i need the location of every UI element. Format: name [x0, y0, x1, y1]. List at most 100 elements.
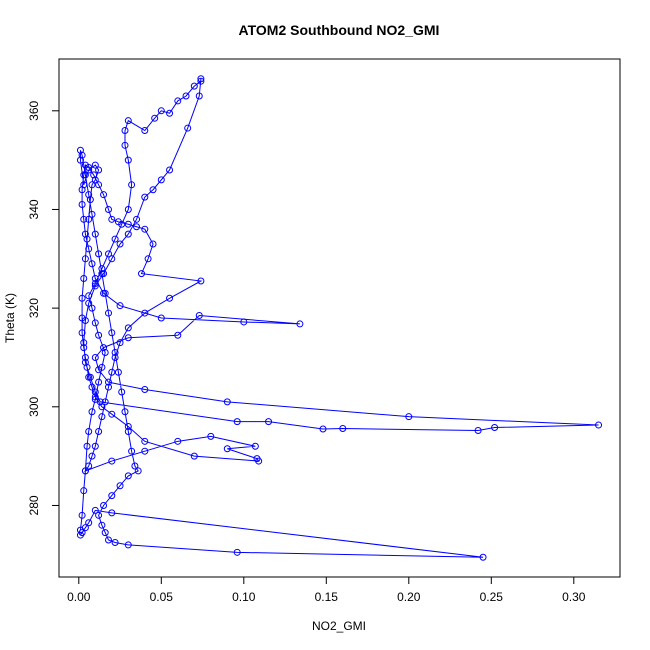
- x-tick-label: 0.05: [150, 590, 174, 604]
- data-point: [141, 309, 149, 317]
- data-point: [88, 383, 96, 391]
- data-point: [124, 334, 132, 342]
- data-point: [255, 457, 263, 465]
- data-point: [85, 166, 93, 174]
- x-tick-label: 0.00: [67, 590, 91, 604]
- data-point: [166, 109, 174, 117]
- data-point: [141, 386, 149, 394]
- data-point: [81, 353, 89, 361]
- data-point: [80, 339, 88, 347]
- data-point: [90, 171, 98, 179]
- data-point: [76, 531, 84, 539]
- data-point: [100, 501, 108, 509]
- data-point: [100, 191, 108, 199]
- data-point: [98, 403, 106, 411]
- x-tick-label: 0.15: [315, 590, 339, 604]
- data-point: [111, 353, 119, 361]
- data-point: [166, 294, 174, 302]
- data-point: [78, 314, 86, 322]
- data-point: [319, 425, 327, 433]
- data-point: [78, 186, 86, 194]
- data-point: [80, 215, 88, 223]
- y-axis-label: Theta (K): [3, 293, 17, 343]
- data-point: [80, 181, 88, 189]
- y-tick-label: 300: [27, 396, 41, 416]
- data-point: [111, 349, 119, 357]
- data-point: [101, 349, 109, 357]
- data-point: [197, 277, 205, 285]
- data-point: [240, 318, 248, 326]
- data-point: [105, 250, 112, 258]
- data-point: [144, 255, 152, 263]
- data-point: [76, 146, 84, 154]
- data-point: [108, 215, 116, 223]
- data-point: [233, 418, 241, 426]
- data-point: [85, 292, 93, 300]
- data-point: [91, 161, 99, 169]
- data-point: [81, 358, 89, 366]
- data-point: [91, 353, 99, 361]
- data-point: [105, 536, 112, 544]
- y-tick-label: 320: [27, 298, 41, 318]
- data-point: [105, 309, 112, 317]
- data-point: [91, 279, 99, 287]
- data-point: [111, 538, 119, 546]
- data-point: [85, 427, 93, 435]
- data-point: [151, 114, 159, 122]
- data-point: [88, 304, 96, 312]
- series-line: [79, 78, 599, 558]
- data-point: [108, 368, 116, 376]
- data-point: [85, 164, 93, 172]
- data-point: [95, 366, 103, 374]
- data-point: [96, 398, 104, 406]
- y-ticks: 280 300 320 340 360: [27, 100, 59, 515]
- x-axis: 0.00 0.05 0.10 0.15 0.20 0.25 0.30: [67, 576, 586, 604]
- data-point: [95, 427, 103, 435]
- data-point: [131, 462, 139, 470]
- data-point: [124, 220, 132, 228]
- plot-frame: [58, 58, 621, 578]
- data-point: [108, 492, 116, 500]
- y-axis: 280 300 320 340 360: [27, 100, 60, 515]
- data-point: [85, 373, 93, 381]
- data-point: [121, 127, 129, 135]
- data-point: [141, 225, 149, 233]
- data-point: [88, 452, 96, 460]
- data-point: [118, 388, 126, 396]
- data-point: [78, 329, 86, 337]
- data-point: [95, 378, 103, 386]
- data-point: [121, 141, 129, 149]
- data-point: [223, 398, 231, 406]
- y-tick-label: 360: [27, 100, 41, 120]
- data-point: [116, 240, 124, 248]
- data-point: [157, 176, 165, 184]
- data-point: [85, 191, 93, 199]
- data-point: [116, 482, 124, 490]
- data-point: [91, 319, 99, 327]
- x-tick-label: 0.30: [562, 590, 586, 604]
- series-layer: [76, 75, 603, 561]
- data-point: [88, 210, 96, 218]
- data-point: [85, 519, 93, 527]
- data-point: [116, 339, 124, 347]
- data-point: [83, 363, 91, 371]
- data-point: [81, 524, 89, 532]
- data-point: [95, 331, 103, 339]
- data-point: [95, 181, 103, 189]
- data-point: [85, 299, 93, 307]
- data-point: [78, 201, 86, 209]
- data-point: [100, 344, 108, 352]
- data-point: [91, 393, 99, 401]
- data-point: [405, 413, 413, 421]
- data-point: [124, 324, 132, 332]
- data-point: [101, 398, 109, 406]
- x-tick-label: 0.25: [480, 590, 504, 604]
- data-point: [91, 230, 99, 238]
- data-point: [124, 230, 132, 238]
- data-point: [141, 447, 149, 455]
- data-point: [124, 541, 132, 549]
- data-point: [141, 127, 149, 135]
- data-point: [91, 442, 99, 450]
- data-point: [114, 218, 122, 226]
